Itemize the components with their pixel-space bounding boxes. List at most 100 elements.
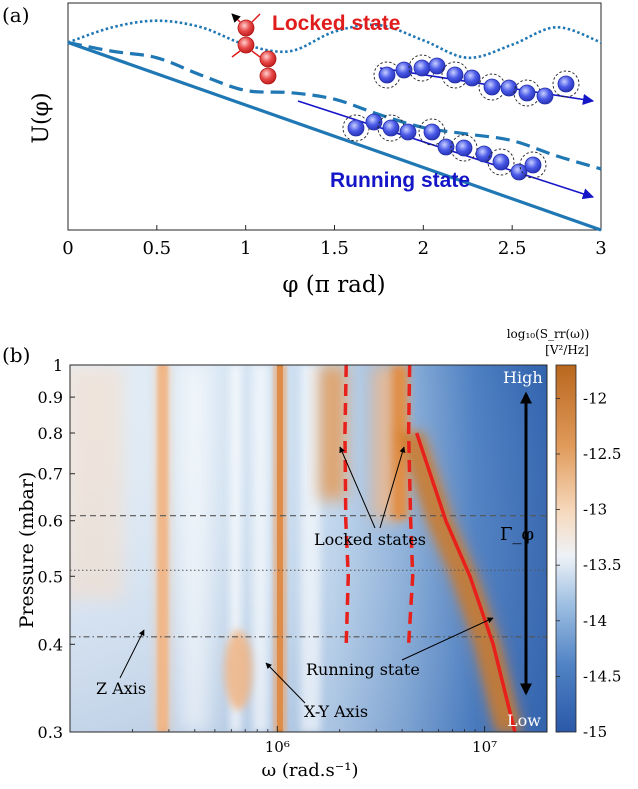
x-tick-label: 10⁶ [265, 738, 290, 756]
locked-state-label: Locked state [272, 12, 400, 35]
z-axis-pointer [119, 629, 145, 679]
running-state-pointer [401, 617, 494, 661]
running-particle [557, 75, 575, 93]
colorbar-tick-label: -12.5 [583, 445, 621, 463]
colorbar-tick-label: -13 [583, 501, 607, 519]
running-particles [342, 54, 580, 181]
x-tick-label: 2.5 [498, 238, 527, 259]
x-tick-label: 0.5 [143, 238, 172, 259]
colorbar-ticks: -12 -12.5 -13 -13.5 -14 -14.5 -15 [556, 389, 621, 741]
running-particle [500, 79, 518, 97]
y-tick-label: 1 [53, 356, 63, 375]
y-tick-label: 0.8 [38, 424, 63, 443]
panel-a-ylabel: U(φ) [29, 92, 54, 143]
potential-curve-solid [67, 41, 602, 232]
panel-b-xlabel: ω (rad.s⁻¹) [262, 760, 359, 781]
pressure-reference-lines [70, 515, 547, 638]
mode-curves [343, 365, 517, 732]
running-particle [524, 156, 542, 174]
locked-states-pointer [339, 446, 376, 529]
panel-a-x-ticks: 0 0.5 1 1.5 2 2.5 3 [62, 225, 607, 259]
z-axis-annotation: Z Axis [96, 679, 146, 698]
running-state-annotation: Running state [306, 660, 420, 679]
locked-state-curve [406, 365, 415, 645]
running-particle [378, 66, 396, 84]
running-state-label: Running state [330, 169, 470, 192]
locked-particle [237, 19, 255, 37]
colorbar-tick-label: -14 [583, 612, 607, 630]
rotation-indicator [519, 151, 547, 179]
x-tick-label: 3 [595, 238, 606, 259]
light-band [300, 365, 321, 732]
colorbar-tick-label: -12 [583, 389, 607, 407]
running-state-ridge-core [398, 433, 521, 732]
running-particle [483, 78, 501, 96]
potential-curve-dotted [67, 19, 602, 60]
locked-arrow [231, 13, 241, 23]
colorbar-gradient [555, 364, 577, 733]
gamma-label: Γ_φ [500, 524, 534, 545]
panel-b-frame [69, 364, 548, 733]
locked-particle [259, 67, 277, 85]
running-particle [463, 69, 481, 87]
rotation-indicator [487, 148, 515, 176]
light-region [179, 365, 210, 732]
locked-arrow [251, 13, 261, 23]
running-particle [455, 139, 473, 157]
y-tick-label: 0.5 [38, 567, 63, 586]
panel-b-x-ticks: 10⁶ 10⁷ [132, 726, 548, 756]
locked-states-annotation: Locked states [314, 530, 426, 549]
y-tick-label: 0.3 [38, 723, 63, 742]
panel-a-potential-curves [67, 19, 602, 232]
running-particle [413, 59, 431, 77]
running-particle [395, 61, 413, 79]
colorbar-title-line1: log₁₀(S_rr(ω)) [507, 327, 590, 341]
z-axis-glow [154, 365, 171, 732]
xy-axis-pointer [265, 662, 306, 704]
locked-particle [259, 50, 277, 68]
locked-states-pointer [379, 446, 406, 529]
rotation-indicator [418, 118, 446, 146]
colorbar-tick-label: -13.5 [583, 556, 621, 574]
y-tick-label: 0.9 [38, 388, 63, 407]
running-particle [382, 119, 400, 137]
warm-region [70, 365, 124, 600]
rotation-indicator [552, 70, 580, 98]
locked-state-blob [391, 365, 408, 520]
panel-a-frame [67, 2, 602, 231]
y-tick-label: 0.4 [38, 635, 63, 654]
locked-state-illustration: Locked state [231, 12, 400, 85]
x-tick-label: 1 [240, 238, 251, 259]
colorbar-title-line2: [V²/Hz] [545, 343, 589, 357]
heatmap-annotations: High Low Γ_φ Locked states Running state… [96, 368, 543, 730]
running-particle [347, 119, 365, 137]
high-label: High [503, 368, 543, 387]
heatmap-features [70, 365, 521, 732]
panel-b-y-ticks: 0.3 0.4 0.5 0.6 0.7 0.8 0.9 1 [38, 356, 75, 742]
colorbar-tick-label: -15 [583, 723, 607, 741]
locked-particle-group [231, 13, 277, 85]
light-band [252, 365, 269, 732]
low-pressure-blob [224, 630, 253, 710]
panel-b-label: (b) [2, 343, 30, 367]
running-particle [518, 84, 536, 102]
locked-state-curve [343, 365, 351, 645]
running-state-illustration: Running state [297, 54, 595, 200]
running-particle [437, 138, 455, 156]
y-tick-label: 0.7 [38, 465, 63, 484]
y-tick-label: 0.6 [38, 512, 63, 531]
running-particle [423, 123, 441, 141]
x-tick-label: 1.5 [320, 238, 349, 259]
running-particle [399, 123, 417, 141]
running-particle [475, 145, 493, 163]
colorbar: log₁₀(S_rr(ω)) [V²/Hz] -12 -12.5 -13 -13.5 -… [507, 327, 622, 741]
running-particle [510, 163, 528, 181]
potential-curve-dashed [67, 40, 602, 171]
locked-state-blob [319, 365, 346, 500]
heatmap-plot [70, 365, 547, 732]
panel-a-xlabel: φ (π rad) [282, 272, 385, 298]
running-state-curve [414, 432, 517, 732]
running-particle [536, 87, 554, 105]
x-tick-label: 0 [62, 238, 73, 259]
